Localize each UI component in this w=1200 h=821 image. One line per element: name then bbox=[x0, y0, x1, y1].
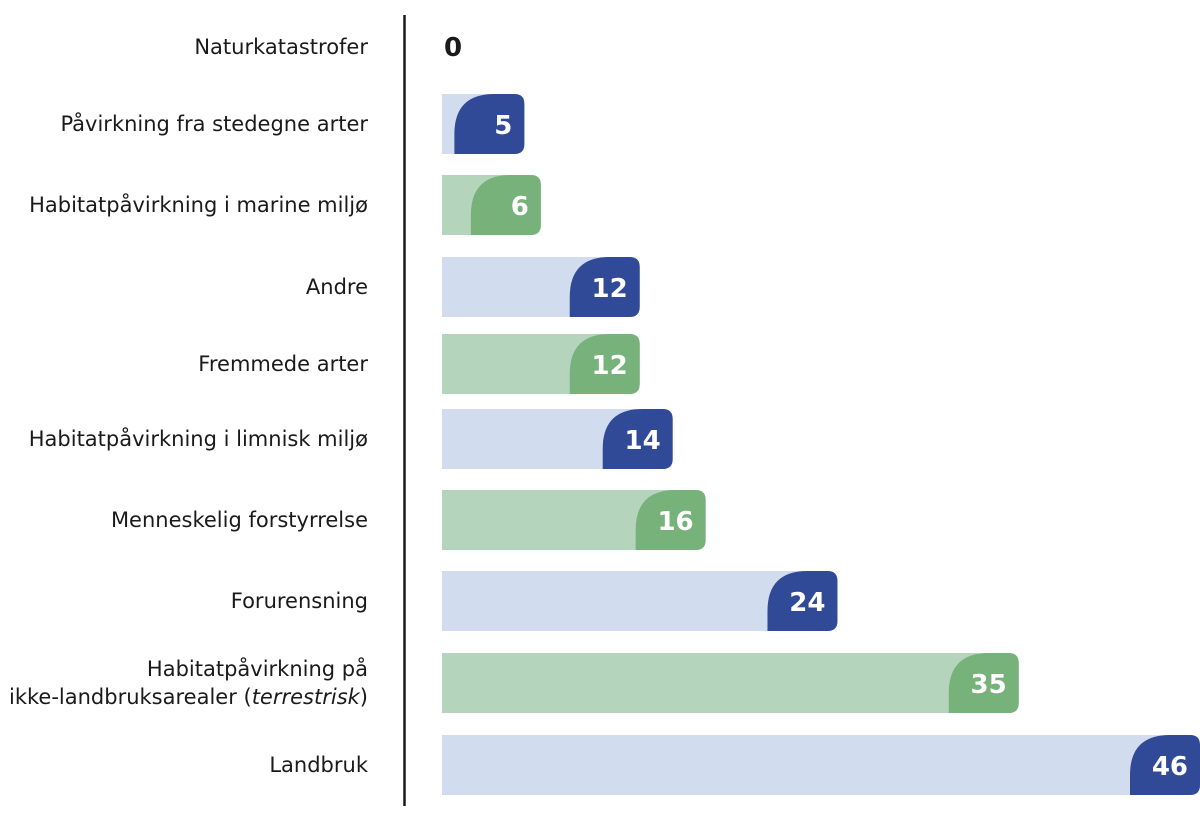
category-label: Fremmede arter bbox=[198, 352, 368, 376]
value-label: 16 bbox=[657, 507, 693, 537]
category-label: Naturkatastrofer bbox=[194, 35, 368, 59]
category-label: Påvirkning fra stedegne arter bbox=[60, 111, 368, 136]
value-label: 12 bbox=[592, 274, 628, 304]
bar-value-cap bbox=[454, 94, 525, 154]
value-label: 14 bbox=[625, 426, 661, 456]
bar-value-cap bbox=[767, 571, 838, 631]
category-label: ikke-landbruksarealer (terrestrisk) bbox=[9, 685, 368, 709]
category-label: Menneskelig forstyrrelse bbox=[111, 508, 368, 532]
bar-value-cap bbox=[602, 409, 673, 469]
bar-value-cap bbox=[569, 334, 640, 394]
bar bbox=[442, 735, 1200, 795]
bar-value-cap bbox=[470, 175, 541, 235]
value-label: 5 bbox=[494, 111, 512, 141]
value-label: 6 bbox=[511, 192, 529, 222]
category-label: Andre bbox=[306, 275, 368, 299]
category-label: Forurensning bbox=[231, 589, 368, 613]
value-label: 12 bbox=[592, 351, 628, 381]
category-label: Habitatpåvirkning i marine miljø bbox=[29, 192, 368, 217]
category-label: Habitatpåvirkning i limnisk miljø bbox=[29, 426, 368, 451]
category-labels: Naturkatastrofer Påvirkning fra stedegne … bbox=[9, 35, 369, 777]
value-label: 0 bbox=[444, 33, 462, 63]
category-label: Habitatpåvirkning på bbox=[147, 656, 368, 681]
value-label: 35 bbox=[971, 670, 1007, 700]
bar-value-cap bbox=[635, 490, 706, 550]
bar bbox=[442, 653, 1019, 713]
value-label: 24 bbox=[789, 588, 825, 618]
bar-value-cap bbox=[948, 653, 1019, 713]
bar-value-cap bbox=[1130, 735, 1200, 795]
bar-value-cap bbox=[569, 257, 640, 317]
value-label: 46 bbox=[1152, 752, 1188, 782]
bars: 0 5 6 12 12 14 16 24 35 46 bbox=[442, 33, 1200, 795]
bar bbox=[442, 571, 838, 631]
category-label: Landbruk bbox=[269, 753, 368, 777]
